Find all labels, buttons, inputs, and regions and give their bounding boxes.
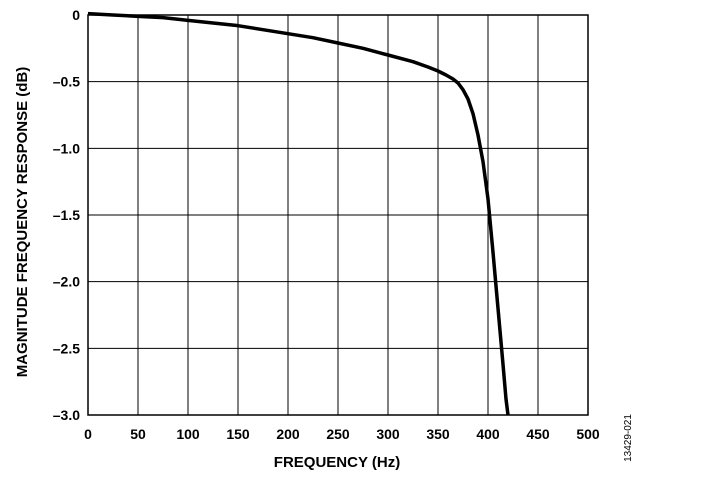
y-tick-label: –2.0 (53, 274, 80, 290)
x-tick-labels: 0 50 100 150 200 250 300 350 400 450 500 (84, 426, 600, 442)
y-tick-label: –0.5 (53, 74, 80, 90)
x-tick-label: 450 (526, 426, 550, 442)
x-tick-label: 100 (176, 426, 200, 442)
x-tick-label: 250 (326, 426, 350, 442)
x-tick-label: 200 (276, 426, 300, 442)
y-tick-labels: 0 –0.5 –1.0 –1.5 –2.0 –2.5 –3.0 (53, 7, 80, 423)
y-tick-label: –1.5 (53, 207, 80, 223)
series-layer (87, 11, 510, 416)
x-tick-label: 350 (426, 426, 450, 442)
plot-frame (87, 14, 589, 416)
series-line-0 (87, 11, 510, 416)
x-tick-label: 0 (84, 426, 92, 442)
y-tick-label: –3.0 (53, 407, 80, 423)
x-axis-title: FREQUENCY (Hz) (274, 454, 400, 471)
x-tick-label: 150 (226, 426, 250, 442)
grid (87, 14, 589, 416)
x-tick-label: 50 (130, 426, 146, 442)
y-axis-title: MAGNITUDE FREQUENCY RESPONSE (dB) (14, 67, 31, 378)
y-tick-label: –1.0 (53, 140, 80, 156)
y-tick-label: –2.5 (53, 340, 80, 356)
figure-id: 13429-021 (623, 414, 634, 462)
x-tick-label: 400 (476, 426, 500, 442)
x-tick-label: 500 (576, 426, 600, 442)
x-tick-label: 300 (376, 426, 400, 442)
y-tick-label: 0 (72, 7, 80, 23)
